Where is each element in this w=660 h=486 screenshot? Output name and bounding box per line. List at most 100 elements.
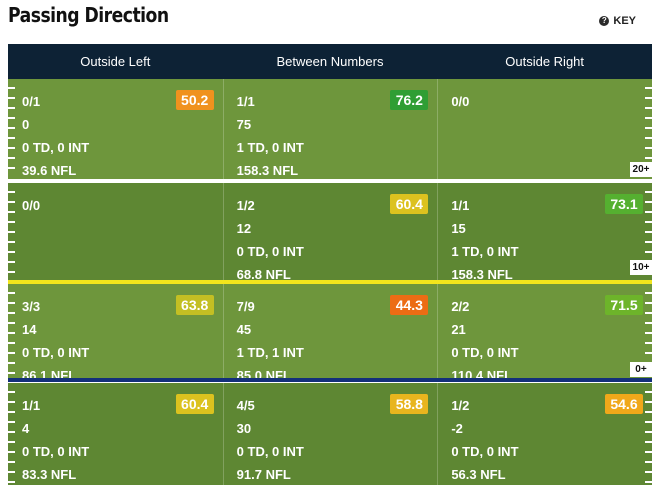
hash-marks-right [643, 383, 652, 485]
hash-mark [8, 372, 15, 374]
hash-mark [8, 167, 15, 169]
hash-mark [8, 241, 15, 243]
cell-stats: 2/2 21 0 TD, 0 INT 110.4 NFL [451, 295, 518, 387]
grade-badge: 50.2 [175, 90, 214, 110]
hash-mark [8, 261, 15, 263]
hash-mark [645, 481, 652, 483]
hash-mark [645, 221, 652, 223]
passing-yards: -2 [451, 421, 463, 436]
hash-mark [645, 231, 652, 233]
nfl-rating: 39.6 NFL [22, 163, 77, 178]
question-icon: ? [599, 16, 610, 26]
hash-mark [8, 471, 15, 473]
hash-mark [645, 292, 652, 294]
yard-marker: 10+ [630, 260, 652, 275]
completions-attempts: 3/3 [22, 299, 41, 314]
hash-mark [645, 421, 652, 423]
hash-marks-left [8, 79, 17, 179]
zone-cell: 0/0 [8, 183, 223, 280]
touchdowns-interceptions: 0 TD, 0 INT [22, 345, 90, 360]
key-link[interactable]: ? KEY [599, 15, 636, 27]
passing-yards: 15 [451, 221, 466, 236]
hash-mark [8, 191, 15, 193]
hash-mark [645, 302, 652, 304]
hash-mark [8, 441, 15, 443]
touchdowns-interceptions: 0 TD, 0 INT [22, 140, 90, 155]
cell-stats: 0/0 [451, 90, 469, 113]
passing-yards: 4 [22, 421, 30, 436]
page-title: Passing Direction [8, 3, 169, 27]
hash-mark [8, 251, 15, 253]
touchdowns-interceptions: 0 TD, 0 INT [236, 444, 304, 459]
zone-cell: 3/3 14 0 TD, 0 INT 86.1 NFL 63.8 [8, 284, 223, 383]
zone-row: 0/1 0 0 TD, 0 INT 39.6 NFL 50.2 1/1 75 1 TD, 0 … [8, 79, 652, 179]
yard-marker: 20+ [630, 162, 652, 177]
cell-stats: 1/2 12 0 TD, 0 INT 68.8 NFL [237, 194, 304, 286]
nfl-rating: 91.7 NFL [236, 467, 291, 482]
nfl-rating: 83.3 NFL [22, 467, 77, 482]
zone-cell: 7/9 45 1 TD, 1 INT 85.0 NFL 44.3 [223, 284, 438, 383]
column-divider [437, 183, 438, 280]
cell-stats: 3/3 14 0 TD, 0 INT 86.1 NFL [22, 295, 89, 387]
completions-attempts: 0/0 [451, 94, 470, 109]
hash-mark [8, 391, 15, 393]
hash-mark [8, 147, 15, 149]
hash-mark [645, 127, 652, 129]
hash-mark [8, 411, 15, 413]
hash-mark [8, 201, 15, 203]
hash-mark [8, 137, 15, 139]
line-of-scrimmage [8, 378, 652, 382]
column-header-outside-right: Outside Right [505, 54, 585, 69]
hash-mark [645, 157, 652, 159]
zone-row: 3/3 14 0 TD, 0 INT 86.1 NFL 63.8 7/9 45 1 TD, 1… [8, 284, 652, 383]
hash-mark [8, 302, 15, 304]
completions-attempts: 4/5 [236, 398, 255, 413]
hash-mark [8, 312, 15, 314]
column-header-bar: Outside Left Between Numbers Outside Rig… [8, 44, 652, 79]
hash-mark [645, 87, 652, 89]
hash-mark [645, 97, 652, 99]
zone-row: 0/0 1/2 12 0 TD, 0 INT 68.8 NFL 60.4 1/1 15 1 TD… [8, 183, 652, 282]
grade-badge: 71.5 [604, 295, 643, 315]
cell-stats: 0/0 [22, 194, 40, 217]
hash-mark [8, 481, 15, 483]
hash-mark [645, 201, 652, 203]
hash-mark [645, 251, 652, 253]
cell-stats: 0/1 0 0 TD, 0 INT 39.6 NFL [22, 90, 89, 182]
column-divider [223, 284, 224, 379]
column-divider [437, 284, 438, 379]
hash-mark [645, 471, 652, 473]
hash-mark [8, 431, 15, 433]
cell-stats: 4/5 30 0 TD, 0 INT 91.7 NFL [237, 394, 304, 486]
ten-yard-line [8, 280, 652, 284]
hash-mark [645, 322, 652, 324]
hash-mark [645, 461, 652, 463]
hash-mark [8, 451, 15, 453]
passing-yards: 14 [22, 322, 37, 337]
zone-row: 1/1 4 0 TD, 0 INT 83.3 NFL 60.4 4/5 30 0 TD, 0 … [8, 383, 652, 485]
touchdowns-interceptions: 1 TD, 0 INT [236, 140, 304, 155]
hash-mark [8, 117, 15, 119]
hash-mark [645, 401, 652, 403]
column-divider [223, 383, 224, 485]
hash-mark [645, 332, 652, 334]
zone-cell: 1/1 4 0 TD, 0 INT 83.3 NFL 60.4 [8, 383, 223, 485]
zone-cell: 1/2 -2 0 TD, 0 INT 56.3 NFL 54.6 [437, 383, 652, 485]
nfl-rating: 158.3 NFL [236, 163, 299, 178]
hash-mark [8, 342, 15, 344]
yard-marker: 0+ [630, 362, 652, 377]
hash-mark [8, 221, 15, 223]
cell-stats: 1/1 15 1 TD, 0 INT 158.3 NFL [451, 194, 518, 286]
hash-mark [8, 461, 15, 463]
hash-mark [8, 127, 15, 129]
column-divider [437, 383, 438, 485]
grade-badge: 60.4 [175, 394, 214, 414]
hash-mark [8, 352, 15, 354]
hash-mark [8, 322, 15, 324]
nfl-rating: 158.3 NFL [451, 267, 513, 282]
hash-mark [645, 441, 652, 443]
grade-badge: 76.2 [390, 90, 429, 110]
hash-mark [8, 157, 15, 159]
zone-cell: 0/0 [437, 79, 652, 179]
hash-mark [645, 431, 652, 433]
